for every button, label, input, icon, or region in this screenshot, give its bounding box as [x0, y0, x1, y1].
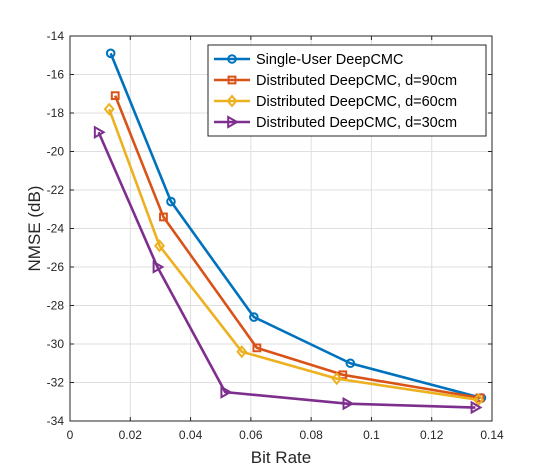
- legend: Single-User DeepCMC Distributed DeepCMC, …: [207, 44, 487, 137]
- data-point: [110, 91, 120, 101]
- y-tick-label: -20: [47, 145, 65, 159]
- x-tick-label: 0.12: [420, 428, 444, 442]
- series-line: [114, 95, 481, 400]
- y-tick-label: -22: [47, 183, 65, 197]
- y-tick-label: -32: [47, 376, 65, 390]
- x-axis-label: Bit Rate: [251, 448, 311, 467]
- data-point: [342, 396, 355, 411]
- data-point: [93, 125, 106, 139]
- data-point: [338, 370, 348, 380]
- x-tick-label: 0.02: [119, 428, 143, 442]
- y-tick-label: -34: [47, 414, 65, 428]
- series-layer: [93, 48, 487, 415]
- x-tick-label: 0.06: [239, 428, 263, 442]
- data-point: [472, 393, 484, 407]
- data-point: [159, 212, 168, 222]
- legend-item: Distributed DeepCMC, d=60cm: [214, 94, 457, 110]
- legend-label: Distributed DeepCMC, d=30cm: [256, 115, 457, 131]
- x-tick-label: 0: [67, 428, 74, 442]
- y-tick-label: -18: [47, 106, 65, 120]
- y-tick-label: -16: [47, 68, 65, 82]
- legend-marker: [226, 94, 238, 108]
- x-tick-label: 0.08: [299, 428, 323, 442]
- data-point: [166, 196, 176, 207]
- data-point: [249, 312, 259, 322]
- data-point: [252, 343, 262, 353]
- series-4: [93, 125, 483, 415]
- series-line: [109, 52, 482, 400]
- x-tick-label: 0.04: [179, 428, 203, 442]
- data-point: [105, 48, 116, 59]
- legend-label: Single-User DeepCMC: [256, 52, 403, 68]
- legend-marker: [227, 115, 240, 129]
- y-tick-label: -30: [47, 337, 65, 351]
- ticks: [69, 35, 493, 422]
- data-point: [470, 400, 483, 415]
- legend-box: [207, 44, 487, 137]
- series-line: [97, 131, 476, 409]
- data-point: [152, 260, 165, 274]
- data-point: [103, 102, 115, 116]
- data-point: [220, 385, 233, 399]
- series-line: [107, 108, 479, 402]
- series-3: [103, 102, 484, 407]
- tick-labels: 0 0.02 0.04 0.06 0.08 0.1 0.12 0.14 -34 -32 -30 -28…: [47, 29, 504, 442]
- legend-item: Distributed DeepCMC, d=90cm: [214, 73, 457, 89]
- legend-item: Single-User DeepCMC: [214, 52, 403, 68]
- data-point: [154, 239, 166, 253]
- y-tick-label: -14: [47, 29, 65, 43]
- x-tick-label: 0.1: [363, 428, 380, 442]
- y-tick-label: -24: [47, 222, 65, 236]
- legend-label: Distributed DeepCMC, d=90cm: [256, 73, 457, 89]
- legend-marker: [227, 75, 237, 85]
- x-tick-label: 0.14: [480, 428, 504, 442]
- y-tick-label: -26: [47, 260, 65, 274]
- y-axis-label: NMSE (dB): [25, 186, 44, 272]
- legend-label: Distributed DeepCMC, d=60cm: [256, 94, 457, 110]
- y-tick-label: -28: [47, 299, 65, 313]
- data-point: [345, 358, 356, 369]
- data-point: [236, 345, 248, 359]
- legend-item: Distributed DeepCMC, d=30cm: [214, 115, 457, 131]
- legend-marker: [227, 54, 237, 64]
- data-point: [331, 372, 343, 386]
